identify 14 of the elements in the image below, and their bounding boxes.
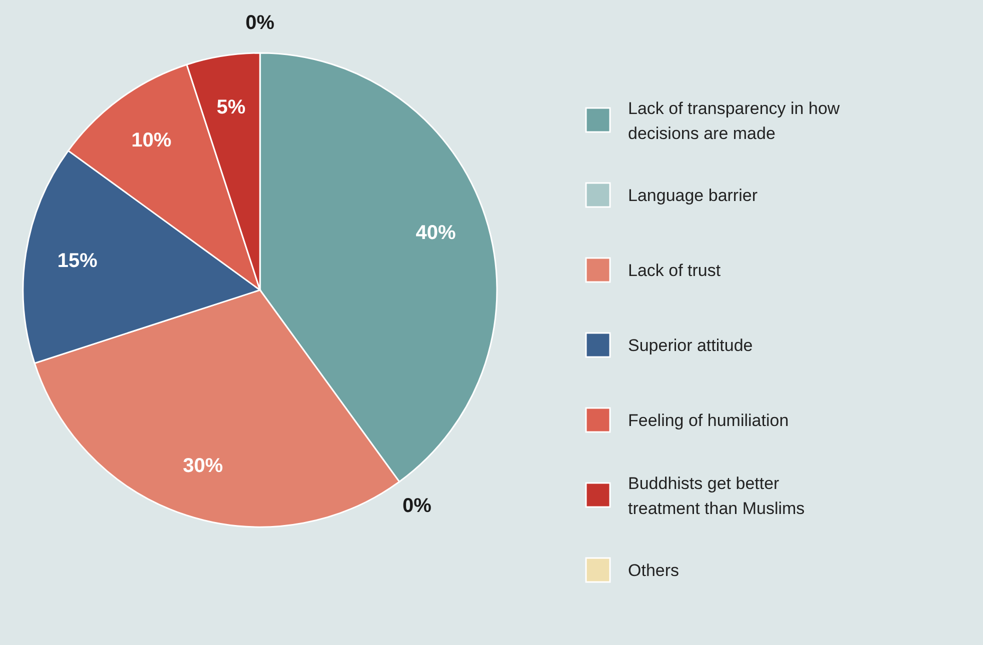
legend-label: Superior attitude <box>628 336 753 354</box>
text: 0% <box>402 495 432 518</box>
legend-label: Lack of transparency in how decisions are made <box>628 98 840 142</box>
data-label: 15% <box>57 250 98 272</box>
legend-label: Language barrier <box>628 186 758 204</box>
data-label: 10% <box>131 129 172 152</box>
data-label: 5% <box>216 96 246 118</box>
data-label: 40% <box>416 222 456 244</box>
data-label: 30% <box>182 454 224 477</box>
text: 0% <box>246 12 274 34</box>
legend-label: Lack of trust <box>628 260 721 280</box>
legend-label: Others <box>628 560 680 580</box>
legend-label: Buddhists get better treatment than Muslims <box>628 474 805 518</box>
legend-label: Feeling of humiliation <box>628 410 789 430</box>
